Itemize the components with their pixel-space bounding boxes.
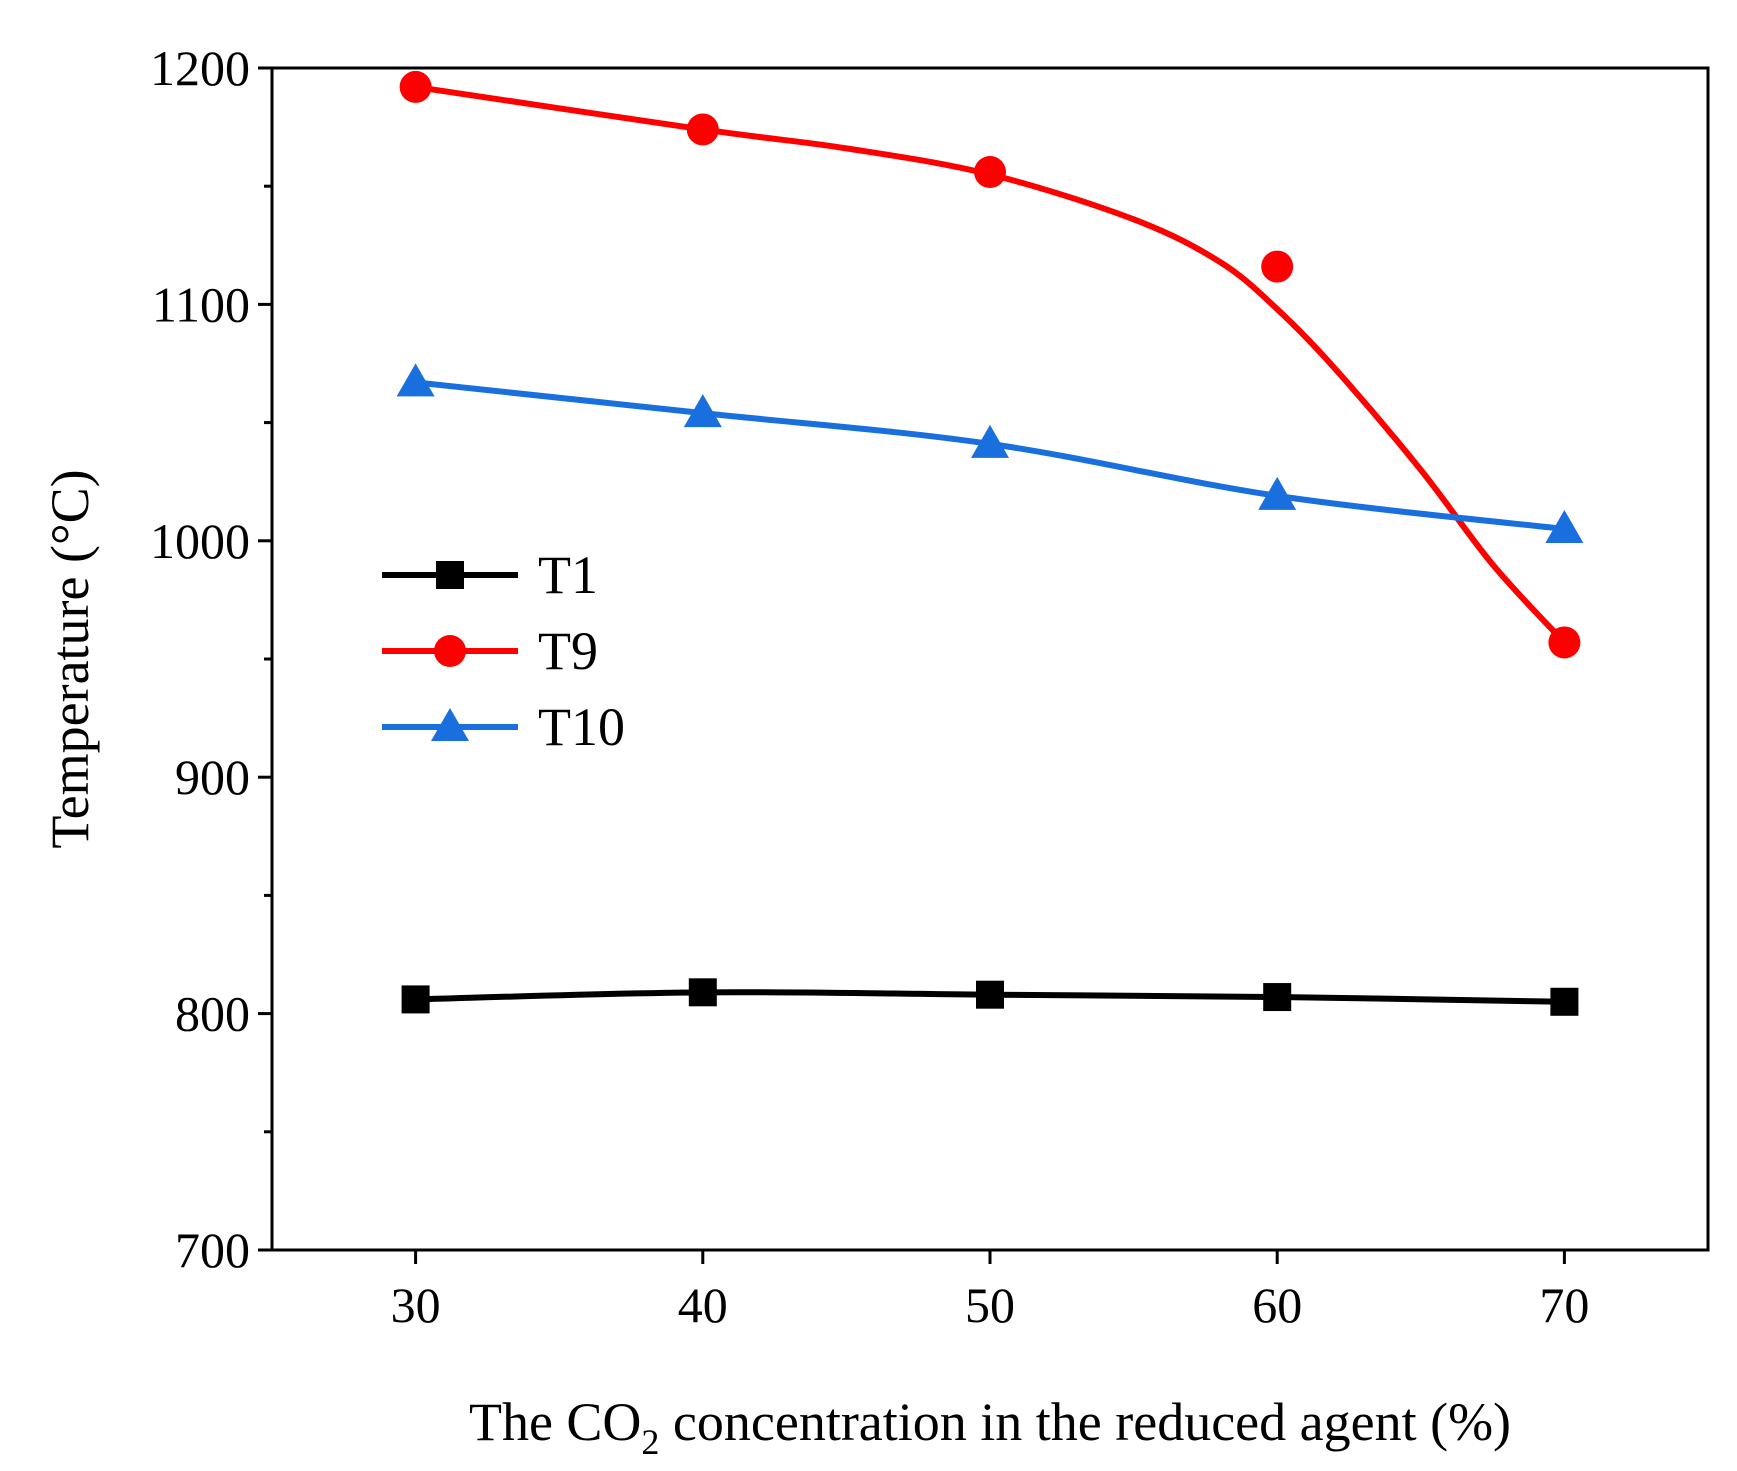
data-point-t9 — [974, 156, 1006, 189]
data-point-t10 — [971, 424, 1009, 458]
legend-marker — [436, 561, 464, 589]
legend: T1 T9 T10 — [382, 545, 625, 757]
series-line-t9 — [412, 83, 1568, 646]
data-point-t1 — [1263, 983, 1292, 1012]
x-tick-label: 70 — [1539, 1277, 1589, 1333]
legend-item-t10: T10 — [382, 697, 625, 757]
x-axis-title-part-1: The CO — [469, 1392, 641, 1452]
y-tick-label: 1000 — [150, 513, 250, 569]
x-axis-title: The CO2 concentration in the reduced age… — [469, 1392, 1511, 1462]
x-axis: 30 40 50 60 70 — [391, 1250, 1589, 1333]
series-t9 — [399, 70, 1581, 659]
data-point-t1 — [401, 985, 430, 1014]
data-point-t10 — [1545, 509, 1584, 543]
legend-item-t9: T9 — [382, 621, 598, 681]
legend-label: T10 — [538, 697, 625, 757]
y-axis-title: Temperature (°C) — [40, 469, 100, 848]
data-point-t1 — [688, 978, 717, 1007]
legend-marker — [434, 635, 466, 667]
legend-label: T1 — [538, 545, 598, 605]
y-axis: 700 800 900 1000 1100 1200 — [150, 40, 272, 1278]
data-point-t10 — [396, 363, 435, 397]
y-tick-label: 1200 — [150, 40, 250, 96]
data-point-t9 — [686, 113, 719, 146]
x-tick-label: 40 — [678, 1277, 728, 1333]
data-point-t1 — [976, 980, 1004, 1009]
legend-item-t1: T1 — [382, 545, 598, 605]
x-tick-label: 30 — [391, 1277, 441, 1333]
data-point-t9 — [1548, 626, 1581, 659]
data-point-t10 — [683, 394, 722, 428]
x-tick-label: 60 — [1252, 1277, 1302, 1333]
series-t1 — [401, 978, 1579, 1016]
series-layer — [396, 70, 1584, 1016]
data-point-t1 — [1550, 987, 1579, 1016]
x-axis-title-part-2: concentration in the reduced agent (%) — [659, 1392, 1511, 1452]
data-point-t9 — [1261, 250, 1294, 283]
y-tick-label: 900 — [175, 749, 250, 805]
data-point-t10 — [1258, 476, 1297, 510]
series-t10 — [396, 363, 1584, 543]
x-axis-title-subscript: 2 — [641, 1422, 659, 1462]
y-tick-label: 1100 — [152, 276, 250, 332]
legend-label: T9 — [538, 621, 598, 681]
y-tick-label: 700 — [175, 1222, 250, 1278]
legend-marker — [431, 708, 469, 741]
y-tick-label: 800 — [175, 986, 250, 1042]
data-point-t9 — [399, 70, 432, 103]
x-tick-label: 50 — [965, 1277, 1015, 1333]
